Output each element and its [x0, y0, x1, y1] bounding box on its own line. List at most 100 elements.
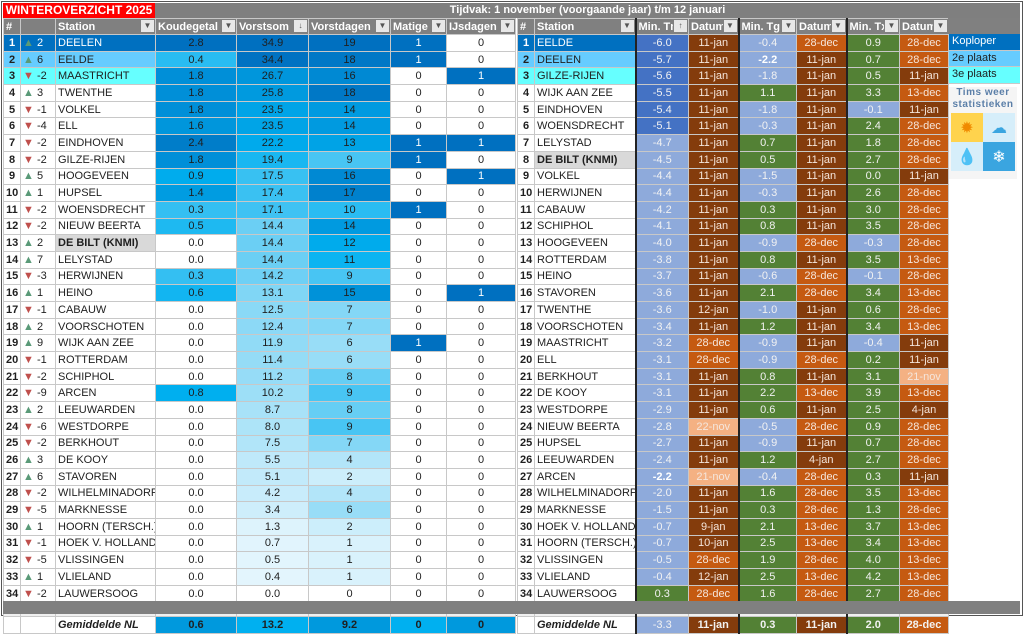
table-row[interactable]: 21 ▼ -2 SCHIPHOL 0.0 11.2 8 0 0	[3, 367, 516, 386]
table-row[interactable]: 3 GILZE-RIJEN -5.6 11-jan -1.8 11-jan 0.5 11-ja…	[517, 67, 949, 86]
table-row[interactable]: 28 WILHELMINADORP -2.0 11-jan 1.6 28-dec 3.5 13…	[517, 484, 949, 503]
min-tg-cell: 0.3	[737, 200, 797, 219]
table-row[interactable]: 10 HERWIJNEN -4.4 11-jan -0.3 11-jan 2.6 28-dec	[517, 184, 949, 202]
table-row[interactable]: 19 ▲ 9 WIJK AAN ZEE 0.0 11.9 6 1 0	[3, 334, 516, 353]
filter-dropdown-icon[interactable]: ▼	[723, 20, 737, 32]
table-row[interactable]: 22 DE KOOY -3.1 11-jan 2.2 13-dec 3.9 13-dec	[517, 384, 949, 403]
table-row[interactable]: 13 ▲ 2 DE BILT (KNMI) 0.0 14.4 12 0 0	[3, 234, 516, 252]
table-row[interactable]: 20 ▼ -1 ROTTERDAM 0.0 11.4 6 0 0	[3, 351, 516, 369]
table-row[interactable]: 1 EELDE -6.0 11-jan -0.4 28-dec 0.9 28-dec	[517, 34, 949, 52]
table-row[interactable]: 25 ▼ -2 BERKHOUT 0.0 7.5 7 0 0	[3, 434, 516, 453]
table-row[interactable]: 6 WOENSDRECHT -5.1 11-jan -0.3 11-jan 2.4 28-de…	[517, 117, 949, 136]
table-row[interactable]: 32 VLISSINGEN -0.5 28-dec 1.9 28-dec 4.0 13-dec	[517, 551, 949, 569]
filter-dropdown-icon[interactable]: ▼	[376, 20, 389, 32]
filter-dropdown-icon[interactable]: ▼	[885, 20, 898, 32]
table-row[interactable]: 12 SCHIPHOL -4.1 11-jan 0.8 11-jan 3.5 28-dec	[517, 217, 949, 236]
table-row[interactable]: 27 ARCEN -2.2 21-nov -0.4 28-dec 0.3 11-jan	[517, 467, 949, 486]
table-row[interactable]: 10 ▲ 1 HUPSEL 1.4 17.4 17 0 0	[3, 184, 516, 202]
table-row[interactable]: 18 VOORSCHOTEN -3.4 11-jan 1.2 11-jan 3.4 13-de…	[517, 317, 949, 336]
sort-ascending-icon[interactable]: ↑	[674, 20, 687, 32]
table-row[interactable]: 13 HOOGEVEEN -4.0 11-jan -0.9 28-dec -0.3 28-de…	[517, 234, 949, 252]
filter-dropdown-icon[interactable]: ▼	[782, 20, 795, 32]
table-row[interactable]: 20 ELL -3.1 28-dec -0.9 28-dec 0.2 11-jan	[517, 351, 949, 369]
table-row[interactable]: 3 ▼ -2 MAASTRICHT 1.8 26.7 16 0 1	[3, 67, 516, 86]
table-row[interactable]: 18 ▲ 2 VOORSCHOTEN 0.0 12.4 7 0 0	[3, 317, 516, 336]
table-row[interactable]: 7 LELYSTAD -4.7 11-jan 0.7 11-jan 1.8 28-dec	[517, 134, 949, 152]
table-row[interactable]: 8 ▼ -2 GILZE-RIJEN 1.8 19.4 9 1 0	[3, 150, 516, 169]
table-row[interactable]: 27 ▲ 6 STAVOREN 0.0 5.1 2 0 0	[3, 467, 516, 486]
table-row[interactable]: 26 ▲ 3 DE KOOY 0.0 5.5 4 0 0	[3, 451, 516, 469]
right-header-6[interactable]: Min. Tx ▼	[845, 18, 900, 35]
table-row[interactable]: 5 EINDHOVEN -5.4 11-jan -1.8 11-jan -0.1 11-jan	[517, 100, 949, 119]
table-row[interactable]: 16 ▲ 1 HEINO 0.6 13.1 15 0 1	[3, 284, 516, 302]
table-row[interactable]: 24 NIEUW BEERTA -2.8 22-nov -0.5 28-dec 0.9 28-…	[517, 417, 949, 436]
table-row[interactable]: 23 ▲ 2 LEEUWARDEN 0.0 8.7 8 0 0	[3, 401, 516, 419]
table-row[interactable]: 34 LAUWERSOOG 0.3 28-dec 1.6 28-dec 2.7 28-dec	[517, 584, 949, 603]
table-row[interactable]: 29 MARKNESSE -1.5 11-jan 0.3 28-dec 1.3 28-dec	[517, 501, 949, 519]
table-row[interactable]: 1 ▲ 2 DEELEN 2.8 34.9 19 1 0	[3, 34, 516, 52]
table-row[interactable]: 7 ▼ -2 EINDHOVEN 2.4 22.2 13 1 1	[3, 134, 516, 152]
right-header-7[interactable]: Datum ▼	[899, 18, 949, 35]
table-row[interactable]: 2 DEELEN -5.7 11-jan -2.2 11-jan 0.7 28-dec	[517, 50, 949, 69]
table-row[interactable]: 17 TWENTHE -3.6 12-jan -1.0 11-jan 0.6 28-dec	[517, 301, 949, 319]
table-row[interactable]: 22 ▼ -9 ARCEN 0.8 10.2 9 0 0	[3, 384, 516, 403]
table-row[interactable]: 12 ▼ -2 NIEUW BEERTA 0.5 14.4 14 0 0	[3, 217, 516, 236]
table-row[interactable]: 2 ▲ 6 EELDE 0.4 34.4 18 1 0	[3, 50, 516, 69]
table-row[interactable]: 28 ▼ -2 WILHELMINADORP 0.0 4.2 4 0 0	[3, 484, 516, 503]
left-header-7[interactable]: IJsdagen ▼	[446, 18, 516, 35]
table-row[interactable]: 34 ▼ -2 LAUWERSOOG 0.0 0.0 0 0 0	[3, 584, 516, 603]
table-row[interactable]: 15 HEINO -3.7 11-jan -0.6 28-dec -0.1 28-dec	[517, 267, 949, 286]
left-header-6[interactable]: Matige v▼	[390, 18, 447, 35]
table-row[interactable]: 23 WESTDORPE -2.9 11-jan 0.6 11-jan 2.5 4-jan	[517, 401, 949, 419]
table-row[interactable]: 24 ▼ -6 WESTDORPE 0.0 8.0 9 0 0	[3, 417, 516, 436]
right-header-2[interactable]: Min. Tn↑	[634, 18, 689, 35]
table-row[interactable]: 31 ▼ -1 HOEK V. HOLLAND 0.0 0.7 1 0 0	[3, 534, 516, 553]
right-header-5[interactable]: Datum ▼	[796, 18, 847, 35]
left-header-4[interactable]: Vorstsom ↓	[236, 18, 309, 35]
table-row[interactable]: 16 STAVOREN -3.6 11-jan 2.1 28-dec 3.4 13-dec	[517, 284, 949, 302]
right-header-0[interactable]: #	[517, 18, 535, 35]
koudegetal-cell: 0.8	[155, 384, 237, 403]
table-row[interactable]: 25 HUPSEL -2.7 11-jan -0.9 11-jan 0.7 28-dec	[517, 434, 949, 453]
right-header-1[interactable]: Station ▼	[534, 18, 636, 35]
triangle-up-icon: ▲	[23, 36, 34, 49]
left-header-0[interactable]: #	[3, 18, 21, 35]
filter-dropdown-icon[interactable]: ▼	[934, 20, 947, 32]
table-row[interactable]: 29 ▼ -5 MARKNESSE 0.0 3.4 6 0 0	[3, 501, 516, 519]
table-row[interactable]: 8 DE BILT (KNMI) -4.5 11-jan 0.5 11-jan 2.7 28-…	[517, 150, 949, 169]
right-header-3[interactable]: Datum ▼	[688, 18, 739, 35]
table-row[interactable]: 5 ▼ -1 VOLKEL 1.8 23.5 14 0 0	[3, 100, 516, 119]
left-header-2[interactable]: Station ▼	[55, 18, 156, 35]
table-row[interactable]: 9 ▲ 5 HOOGEVEEN 0.9 17.5 16 0 1	[3, 167, 516, 186]
filter-dropdown-icon[interactable]: ▼	[222, 20, 235, 32]
table-row[interactable]: 32 ▼ -5 VLISSINGEN 0.0 0.5 1 0 0	[3, 551, 516, 569]
table-row[interactable]: 33 ▲ 1 VLIELAND 0.0 0.4 1 0 0	[3, 568, 516, 586]
table-row[interactable]: 11 CABAUW -4.2 11-jan 0.3 11-jan 3.0 28-dec	[517, 200, 949, 219]
right-header-4[interactable]: Min. Tg ▼	[737, 18, 797, 35]
left-header-5[interactable]: Vorstdagen ▼	[308, 18, 391, 35]
filter-dropdown-icon[interactable]: ▼	[432, 20, 445, 32]
table-row[interactable]: 30 HOEK V. HOLLAND -0.7 9-jan 2.1 13-dec 3.7 13…	[517, 517, 949, 536]
filter-dropdown-icon[interactable]: ▼	[501, 20, 514, 32]
left-header-1[interactable]	[20, 18, 56, 35]
table-row[interactable]: 26 LEEUWARDEN -2.4 11-jan 1.2 4-jan 2.7 28-dec	[517, 451, 949, 469]
table-row[interactable]: 17 ▼ -1 CABAUW 0.0 12.5 7 0 0	[3, 301, 516, 319]
table-row[interactable]: 4 ▲ 3 TWENTHE 1.8 25.8 18 0 0	[3, 84, 516, 102]
table-row[interactable]: 21 BERKHOUT -3.1 11-jan 0.8 11-jan 3.1 21-nov	[517, 367, 949, 386]
left-header-3[interactable]: Koudegetal ▼	[155, 18, 237, 35]
table-row[interactable]: 30 ▲ 1 HOORN (TERSCH.) 0.0 1.3 2 0 0	[3, 517, 516, 536]
table-row[interactable]: 11 ▼ -2 WOENSDRECHT 0.3 17.1 10 1 0	[3, 200, 516, 219]
table-row[interactable]: 33 VLIELAND -0.4 12-jan 2.5 13-dec 4.2 13-dec	[517, 568, 949, 586]
table-row[interactable]: 4 WIJK AAN ZEE -5.5 11-jan 1.1 11-jan 3.3 13-de…	[517, 84, 949, 102]
table-row[interactable]: 14 ▲ 7 LELYSTAD 0.0 14.4 11 0 0	[3, 250, 516, 269]
filter-dropdown-icon[interactable]: ▼	[620, 20, 634, 32]
sort-descending-icon[interactable]: ↓	[294, 20, 307, 32]
table-row[interactable]: 31 HOORN (TERSCH.) -0.7 10-jan 2.5 13-dec 3.4 1…	[517, 534, 949, 553]
table-row[interactable]: 6 ▼ -4 ELL 1.6 23.5 14 0 0	[3, 117, 516, 136]
table-row[interactable]: 9 VOLKEL -4.4 11-jan -1.5 11-jan 0.0 11-jan	[517, 167, 949, 186]
table-row[interactable]: 15 ▼ -3 HERWIJNEN 0.3 14.2 9 0 0	[3, 267, 516, 286]
table-row[interactable]: 19 MAASTRICHT -3.2 28-dec -0.9 11-jan -0.4 11-j…	[517, 334, 949, 353]
filter-dropdown-icon[interactable]: ▼	[141, 20, 154, 32]
table-row[interactable]: 14 ROTTERDAM -3.8 11-jan 0.8 11-jan 3.5 13-dec	[517, 250, 949, 269]
filter-dropdown-icon[interactable]: ▼	[831, 20, 845, 32]
